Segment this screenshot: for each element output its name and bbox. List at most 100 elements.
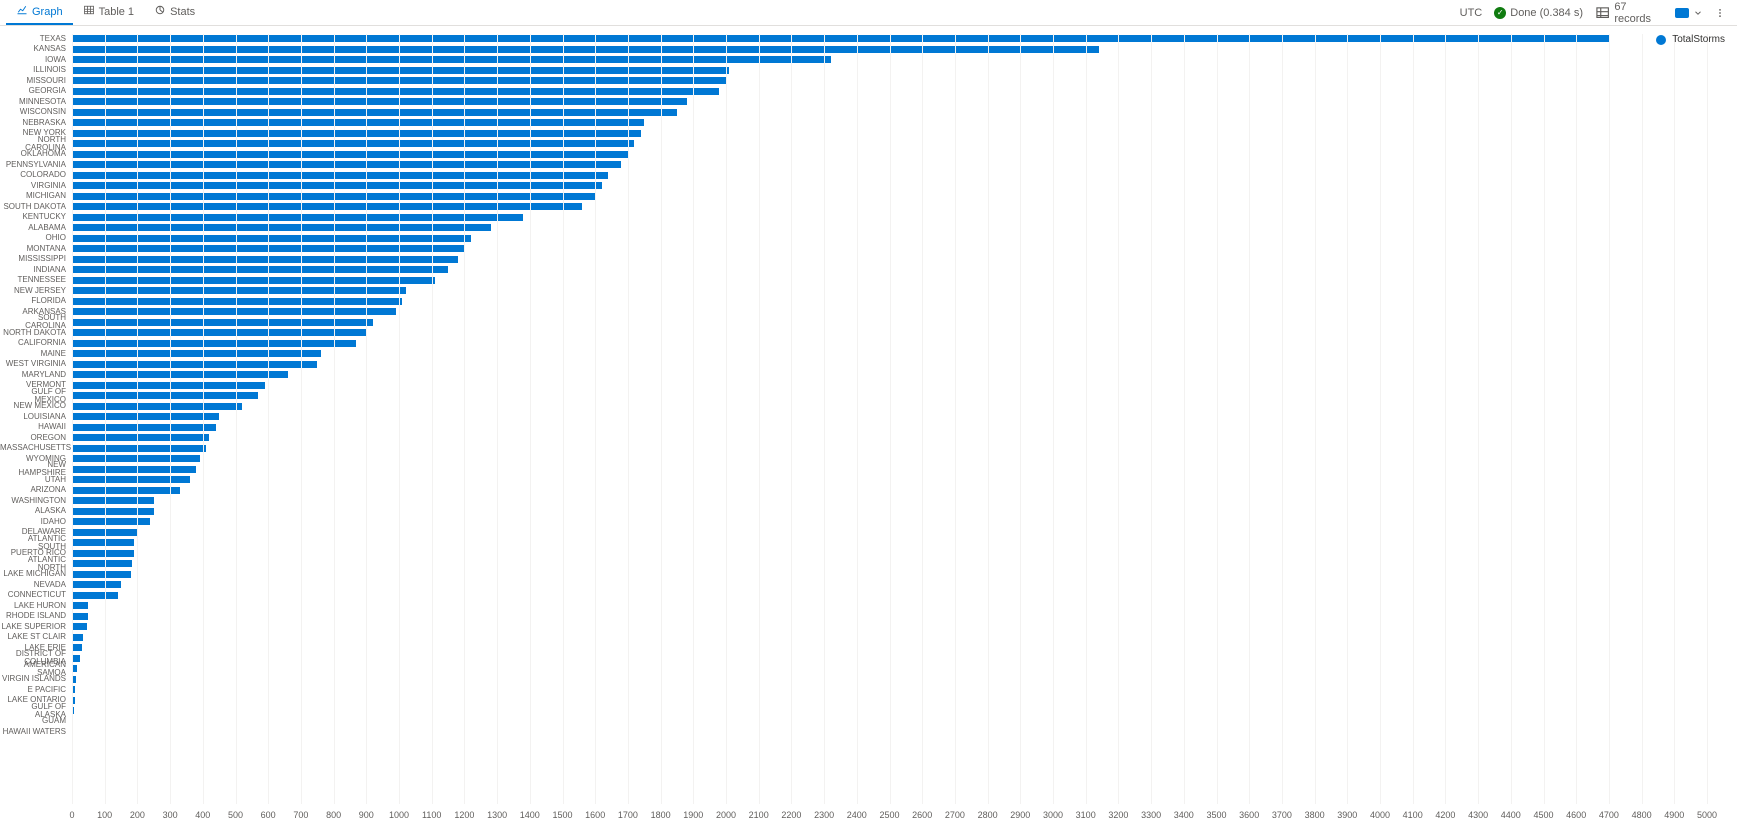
tab-graph[interactable]: Graph xyxy=(6,0,73,25)
x-tick-label: 4000 xyxy=(1370,810,1390,820)
x-tick-label: 2800 xyxy=(978,810,998,820)
tab-table1[interactable]: Table 1 xyxy=(73,0,144,25)
color-picker[interactable] xyxy=(1675,8,1703,18)
y-tick-label: OHIO xyxy=(0,234,66,242)
chart-bar[interactable] xyxy=(72,413,219,420)
y-tick-label: ILLINOIS xyxy=(0,66,66,74)
x-tick-label: 700 xyxy=(293,810,308,820)
chart-bar[interactable] xyxy=(72,214,523,221)
timezone-indicator[interactable]: UTC xyxy=(1456,7,1483,19)
x-tick-label: 4400 xyxy=(1501,810,1521,820)
x-tick-label: 2900 xyxy=(1010,810,1030,820)
chart-bar[interactable] xyxy=(72,508,154,515)
x-tick-label: 200 xyxy=(130,810,145,820)
gridline xyxy=(563,34,564,804)
chart-bar[interactable] xyxy=(72,476,190,483)
chart-bar[interactable] xyxy=(72,203,582,210)
x-tick-label: 1900 xyxy=(683,810,703,820)
chart-bar[interactable] xyxy=(72,455,200,462)
chart-bar[interactable] xyxy=(72,634,83,641)
chart-bar[interactable] xyxy=(72,35,1609,42)
gridline xyxy=(693,34,694,804)
stats-icon xyxy=(154,4,166,19)
chart-bar[interactable] xyxy=(72,308,396,315)
chart-bar[interactable] xyxy=(72,581,121,588)
chart-bar[interactable] xyxy=(72,298,402,305)
chart-area: TEXASKANSASIOWAILLINOISMISSOURIGEORGIAMI… xyxy=(0,26,1737,828)
x-tick-label: 4500 xyxy=(1533,810,1553,820)
x-tick-label: 800 xyxy=(326,810,341,820)
chart-bar[interactable] xyxy=(72,466,196,473)
chart-bar[interactable] xyxy=(72,613,88,620)
gridline xyxy=(301,34,302,804)
chart-bar[interactable] xyxy=(72,602,88,609)
gridline xyxy=(595,34,596,804)
x-tick-label: 4300 xyxy=(1468,810,1488,820)
x-tick-label: 1500 xyxy=(552,810,572,820)
gridline xyxy=(988,34,989,804)
chart-bar[interactable] xyxy=(72,287,406,294)
tab-stats[interactable]: Stats xyxy=(144,0,205,25)
y-tick-label: SOUTH DAKOTA xyxy=(0,203,66,211)
x-tick-label: 400 xyxy=(195,810,210,820)
y-tick-label: MINNESOTA xyxy=(0,98,66,106)
chart-bar[interactable] xyxy=(72,182,602,189)
chart-bar[interactable] xyxy=(72,434,209,441)
records-indicator[interactable]: 67 records xyxy=(1595,1,1651,25)
x-tick-label: 100 xyxy=(97,810,112,820)
y-tick-label: PENNSYLVANIA xyxy=(0,161,66,169)
chart-bar[interactable] xyxy=(72,119,644,126)
chart-bar[interactable] xyxy=(72,130,641,137)
gridline xyxy=(1609,34,1610,804)
chart-bar[interactable] xyxy=(72,277,435,284)
chart-bar[interactable] xyxy=(72,497,154,504)
chart-bar[interactable] xyxy=(72,109,677,116)
more-menu[interactable] xyxy=(1715,8,1725,18)
timezone-label: UTC xyxy=(1460,7,1483,19)
chart-bar[interactable] xyxy=(72,592,118,599)
chart-bar[interactable] xyxy=(72,571,131,578)
y-tick-label: LAKE HURON xyxy=(0,602,66,610)
x-tick-label: 4900 xyxy=(1664,810,1684,820)
chart-bar[interactable] xyxy=(72,487,180,494)
chart-bar[interactable] xyxy=(72,329,366,336)
chart-plot[interactable] xyxy=(72,34,1707,804)
chart-bar[interactable] xyxy=(72,266,448,273)
chart-bar[interactable] xyxy=(72,445,206,452)
x-tick-label: 3500 xyxy=(1206,810,1226,820)
x-tick-label: 3800 xyxy=(1305,810,1325,820)
chart-bar[interactable] xyxy=(72,550,134,557)
chart-bar[interactable] xyxy=(72,46,1099,53)
chart-bar[interactable] xyxy=(72,319,373,326)
chart-bar[interactable] xyxy=(72,644,82,651)
chart-bar[interactable] xyxy=(72,392,258,399)
chart-bar[interactable] xyxy=(72,560,132,567)
chart-bar[interactable] xyxy=(72,140,634,147)
gridline xyxy=(791,34,792,804)
table-icon xyxy=(83,4,95,19)
x-tick-label: 3000 xyxy=(1043,810,1063,820)
chart-bar[interactable] xyxy=(72,623,87,630)
chart-bar[interactable] xyxy=(72,655,80,662)
chart-bar[interactable] xyxy=(72,424,216,431)
chart-bar[interactable] xyxy=(72,518,150,525)
chart-bar[interactable] xyxy=(72,235,471,242)
chart-bar[interactable] xyxy=(72,340,356,347)
gridline xyxy=(1674,34,1675,804)
y-tick-label: E PACIFIC xyxy=(0,686,66,694)
chart-bar[interactable] xyxy=(72,224,491,231)
chart-bar[interactable] xyxy=(72,361,317,368)
chart-bar[interactable] xyxy=(72,403,242,410)
chart-bar[interactable] xyxy=(72,172,608,179)
gridline xyxy=(1249,34,1250,804)
x-axis: 0100200300400500600700800900100011001200… xyxy=(72,806,1707,828)
chart-bar[interactable] xyxy=(72,151,628,158)
chart-bar[interactable] xyxy=(72,350,321,357)
y-tick-label: NEW MEXICO xyxy=(0,402,66,410)
chart-bar[interactable] xyxy=(72,539,134,546)
x-tick-label: 3300 xyxy=(1141,810,1161,820)
chart-bar[interactable] xyxy=(72,56,831,63)
x-tick-label: 3900 xyxy=(1337,810,1357,820)
tab-label: Graph xyxy=(32,6,63,18)
chart-bar[interactable] xyxy=(72,161,621,168)
